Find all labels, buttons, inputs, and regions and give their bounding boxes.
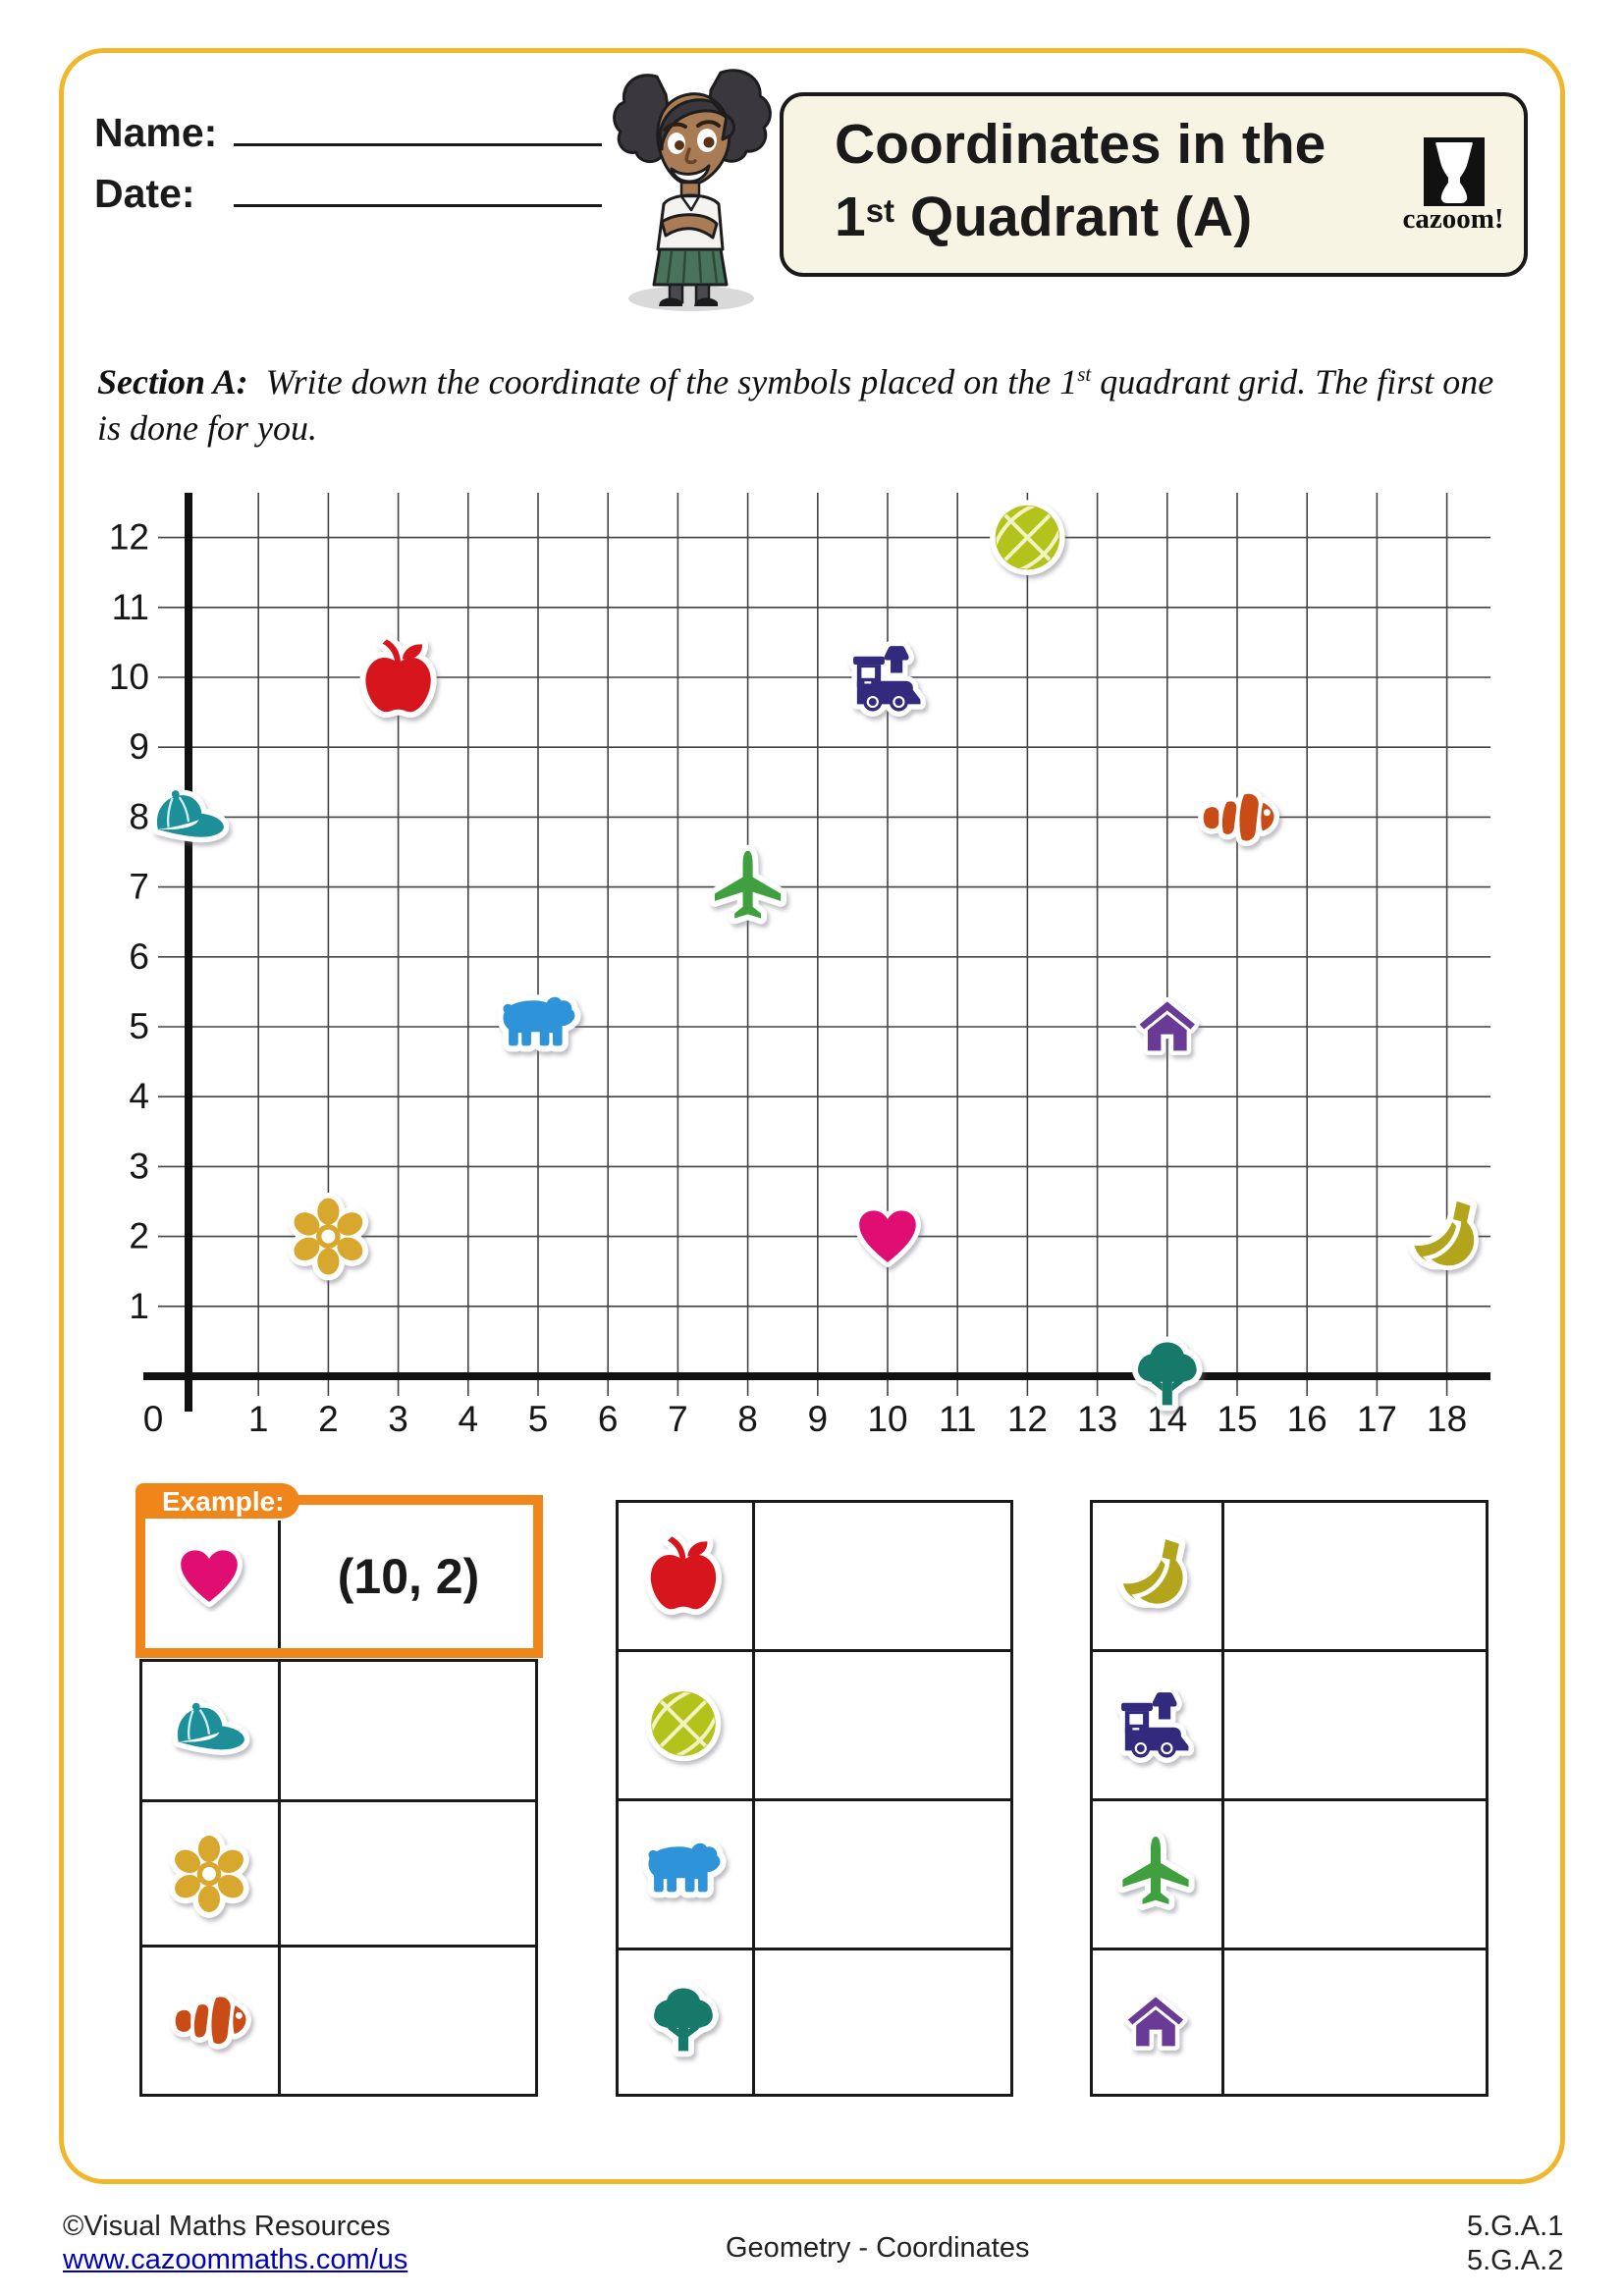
svg-text:8: 8 (737, 1399, 758, 1439)
svg-text:1: 1 (248, 1399, 269, 1439)
svg-text:6: 6 (598, 1399, 619, 1439)
svg-text:18: 18 (1427, 1399, 1467, 1439)
svg-text:7: 7 (129, 867, 149, 907)
svg-text:5: 5 (528, 1399, 549, 1439)
svg-text:16: 16 (1287, 1399, 1327, 1439)
svg-text:10: 10 (867, 1399, 907, 1439)
svg-text:3: 3 (388, 1399, 408, 1439)
svg-text:0: 0 (143, 1399, 164, 1439)
svg-text:13: 13 (1077, 1399, 1117, 1439)
svg-text:9: 9 (808, 1399, 829, 1439)
svg-text:2: 2 (129, 1216, 149, 1256)
svg-text:12: 12 (109, 517, 149, 558)
svg-text:5: 5 (129, 1006, 149, 1046)
svg-text:4: 4 (459, 1399, 479, 1439)
svg-text:15: 15 (1217, 1399, 1257, 1439)
svg-text:3: 3 (129, 1146, 149, 1186)
svg-text:7: 7 (668, 1399, 688, 1439)
svg-text:4: 4 (129, 1076, 149, 1116)
svg-text:1: 1 (129, 1286, 149, 1326)
svg-text:6: 6 (129, 936, 149, 977)
svg-text:8: 8 (129, 796, 149, 836)
svg-text:17: 17 (1357, 1399, 1397, 1439)
svg-text:11: 11 (939, 1399, 976, 1439)
svg-text:11: 11 (112, 587, 149, 627)
svg-text:2: 2 (318, 1399, 339, 1439)
svg-text:10: 10 (109, 657, 149, 697)
svg-text:12: 12 (1007, 1399, 1048, 1439)
svg-text:9: 9 (129, 726, 149, 767)
